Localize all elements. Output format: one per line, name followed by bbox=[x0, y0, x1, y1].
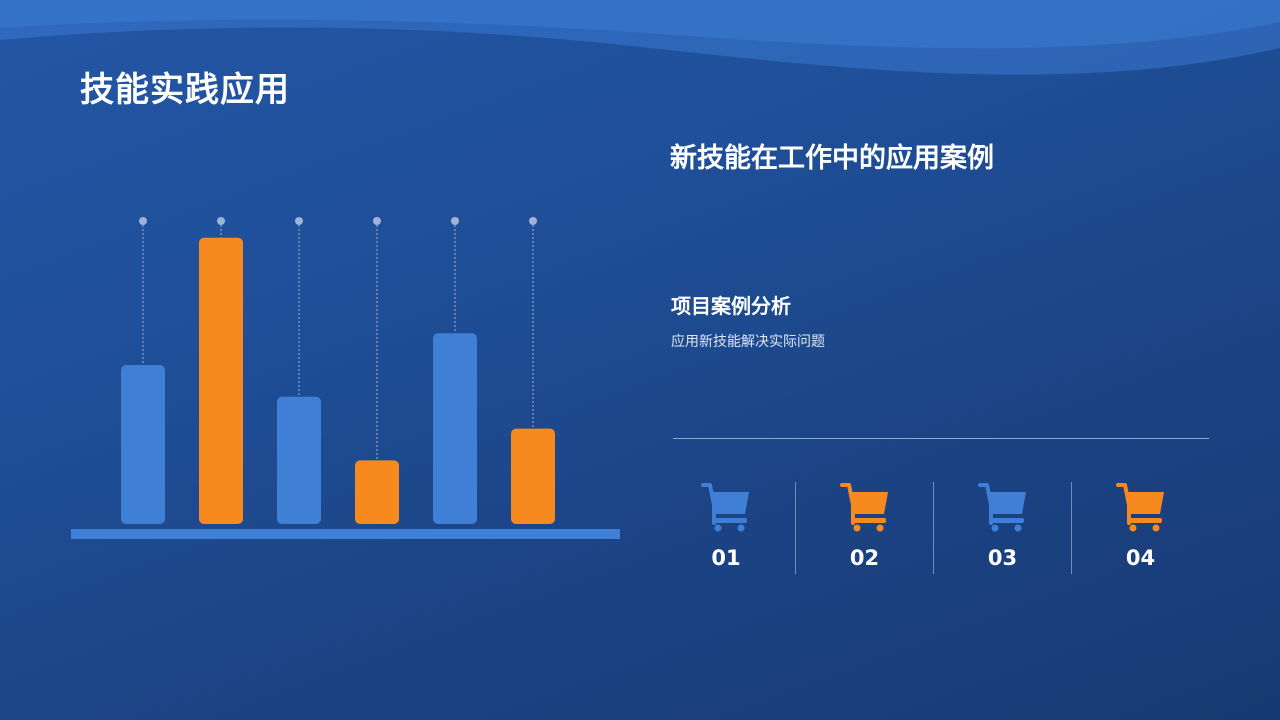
bar-guide-dot bbox=[529, 217, 537, 225]
item-number: 04 bbox=[1125, 546, 1156, 570]
shopping-cart-icon bbox=[839, 483, 888, 532]
chart-bar bbox=[121, 365, 165, 524]
item-number: 02 bbox=[849, 546, 880, 570]
chart-bar bbox=[511, 428, 555, 524]
shopping-cart-icon bbox=[977, 483, 1026, 532]
case-title: 项目案例分析 bbox=[671, 294, 791, 318]
bar-guide-dot bbox=[217, 217, 225, 225]
bar-chart bbox=[71, 217, 620, 539]
chart-bars bbox=[121, 217, 555, 525]
bar-guide-dot bbox=[451, 217, 459, 225]
slide-title: 技能实践应用 bbox=[80, 70, 290, 110]
chart-bar bbox=[199, 237, 243, 525]
chart-bar bbox=[355, 460, 399, 524]
item-list: 01 02 03 04 bbox=[657, 482, 1209, 574]
shopping-cart-icon bbox=[1115, 483, 1164, 532]
list-item: 04 bbox=[1071, 482, 1209, 574]
list-item: 02 bbox=[795, 482, 933, 574]
list-item: 01 bbox=[657, 482, 795, 574]
chart-bar bbox=[277, 396, 321, 524]
section-heading: 新技能在工作中的应用案例 bbox=[670, 143, 994, 174]
bar-guide-dot bbox=[139, 217, 147, 225]
shopping-cart-icon bbox=[701, 483, 749, 532]
list-item: 03 bbox=[933, 482, 1071, 574]
case-description: 应用新技能解决实际问题 bbox=[671, 334, 825, 350]
item-number: 01 bbox=[711, 546, 741, 570]
bar-guide-dot bbox=[295, 217, 303, 225]
top-wave-decoration bbox=[0, 0, 1280, 75]
bar-guide-dot bbox=[373, 217, 381, 225]
chart-baseline bbox=[71, 529, 620, 539]
chart-bar bbox=[433, 333, 477, 524]
divider bbox=[673, 438, 1209, 439]
item-number: 03 bbox=[987, 546, 1018, 570]
